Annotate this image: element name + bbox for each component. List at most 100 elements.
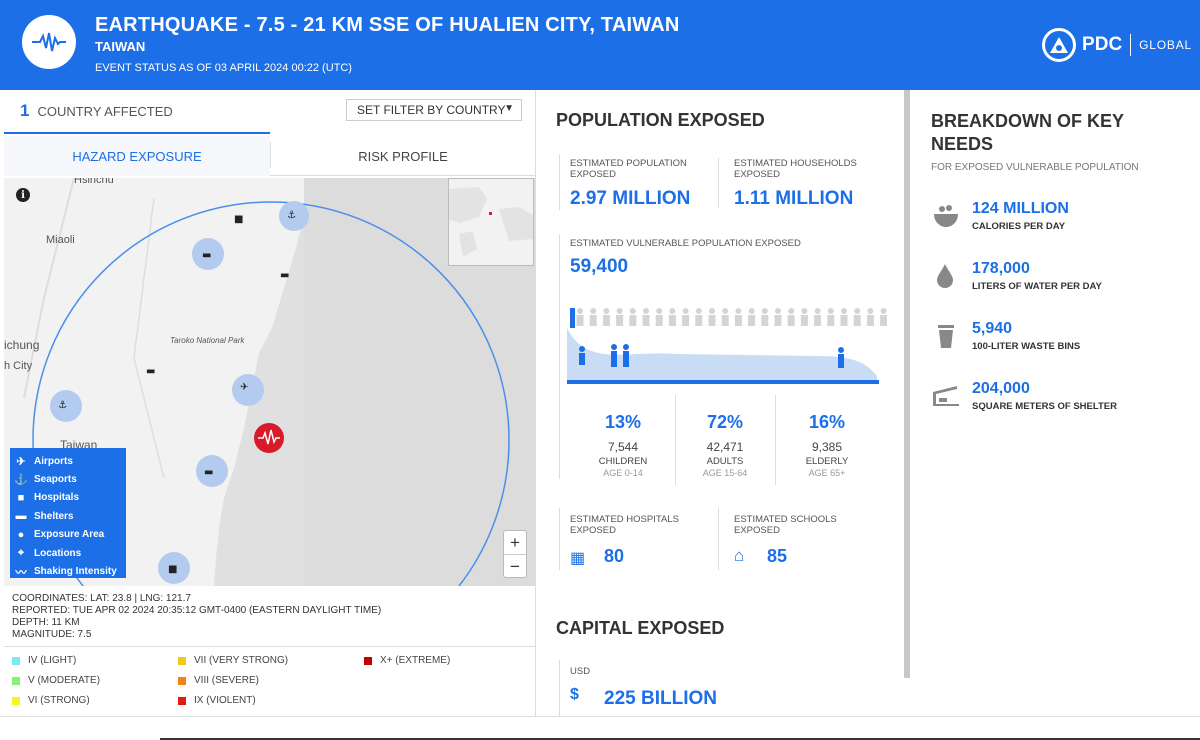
event-details: COORDINATES: LAT: 23.8 | LNG: 121.7 REPO… (12, 593, 381, 641)
event-depth: DEPTH: 11 KM (12, 617, 80, 628)
exposure-area-ring (32, 201, 510, 586)
swatch-x (364, 656, 372, 665)
capital-currency: USD (570, 666, 591, 677)
need-shelter: 204,000 SQUARE METERS OF SHELTER (931, 380, 1191, 420)
stat-divider (718, 158, 719, 208)
swatch-iv (12, 656, 20, 665)
country-count: 1 (20, 101, 30, 120)
tab-hazard-exposure[interactable]: HAZARD EXPOSURE (4, 136, 270, 176)
legend-shaking-intensity[interactable]: 〰 Shaking Intensity (14, 562, 122, 580)
legend-hospitals[interactable]: ■ Hospitals (14, 489, 122, 507)
svg-text:✈: ✈ (240, 382, 248, 393)
chevron-down-icon: ▼ (504, 103, 514, 114)
legend-seaports[interactable]: ⚓ Seaports (14, 474, 77, 487)
countries-affected-tab[interactable]: 1 COUNTRY AFFECTED (4, 90, 270, 134)
hospitals-value: 80 (604, 546, 625, 566)
water-drop-icon (937, 264, 953, 288)
tab-risk-profile[interactable]: RISK PROFILE (358, 148, 448, 164)
elderly-age: AGE 65+ (808, 468, 846, 478)
adults-age: AGE 15-64 (702, 468, 748, 478)
shaking-intensity-icon: 〰 (15, 566, 27, 579)
svg-text:■: ■ (234, 214, 243, 225)
zoom-out-button[interactable]: − (510, 556, 520, 576)
overview-minimap[interactable] (448, 178, 534, 266)
event-country: TAIWAN (95, 39, 146, 54)
map-label-hsinchu: Hsinchu (74, 178, 114, 186)
capital-divider (559, 660, 560, 716)
est-population-label: ESTIMATED POPULATION EXPOSED (570, 158, 687, 180)
school-icon: ⌂ (734, 546, 745, 565)
need-waste-bins: 5,940 100-LITER WASTE BINS (931, 320, 1191, 360)
schools-label: ESTIMATED SCHOOLS EXPOSED (734, 514, 837, 536)
swatch-vi (12, 696, 20, 705)
est-population-value: 2.97 MILLION (570, 188, 691, 209)
hazard-map[interactable]: ▬ ⚓ ✈ ⚓ ▬ ■ ■ ▬ ▬ i Hsinch (4, 178, 536, 586)
page-bottom (0, 716, 1200, 740)
tab-divider (270, 142, 271, 168)
hazard-tabs: HAZARD EXPOSURE RISK PROFILE (4, 136, 536, 176)
hospitals-label: ESTIMATED HOSPITALS EXPOSED (570, 514, 679, 536)
swatch-vii (178, 656, 186, 665)
key-needs-title: BREAKDOWN OF KEY NEEDS (931, 111, 1124, 154)
population-panel: POPULATION EXPOSED ESTIMATED POPULATION … (537, 90, 904, 716)
seismograph-icon (32, 32, 66, 52)
event-title: EARTHQUAKE - 7.5 - 21 KM SSE OF HUALIEN … (95, 14, 680, 36)
map-label-taichung: ichung (4, 338, 40, 352)
children-label: CHILDREN (598, 456, 648, 467)
adults-count: 42,471 (706, 440, 744, 454)
capital-value: 225 BILLION (604, 688, 717, 709)
intensity-vii: VII (VERY STRONG) (178, 655, 288, 666)
zoom-divider (504, 554, 526, 555)
legend-locations[interactable]: ⌖ Locations (14, 544, 122, 562)
pdc-logo[interactable]: PDC GLOBAL (1042, 28, 1192, 62)
brand-divider (1130, 34, 1132, 56)
adults-label: ADULTS (706, 456, 744, 467)
need-water-value: 178,000 (972, 260, 1030, 277)
group-divider-1 (675, 395, 676, 485)
legend-airports[interactable]: ✈ Airports (14, 452, 122, 470)
elderly-pct: 16% (808, 412, 846, 432)
adults-pct: 72% (706, 412, 744, 432)
stat-divider-left (559, 154, 560, 210)
map-label-taroko: Taroko National Park (170, 336, 245, 345)
legend-shelters[interactable]: ▬ Shelters (15, 510, 74, 523)
panel-scrollbar[interactable] (904, 90, 910, 678)
map-info-icon[interactable]: i (16, 188, 30, 202)
facility-markers (50, 201, 309, 584)
event-status: EVENT STATUS AS OF 03 APRIL 2024 00:22 (… (95, 62, 352, 74)
trash-bin-icon (938, 325, 954, 348)
school-divider (718, 508, 719, 570)
shelter-icon: ▬ (15, 510, 27, 523)
zoom-in-button[interactable]: + (510, 532, 520, 552)
svg-text:▬: ▬ (204, 467, 213, 478)
swatch-viii (178, 676, 186, 685)
intensity-v: V (MODERATE) (12, 675, 100, 686)
svg-text:▬: ▬ (146, 366, 155, 377)
intensity-viii: VIII (SEVERE) (178, 675, 259, 686)
swatch-v (12, 676, 20, 685)
country-row: 1 COUNTRY AFFECTED SET FILTER BY COUNTRY… (4, 90, 536, 134)
money-icon: $ (570, 686, 579, 703)
event-reported: REPORTED: TUE APR 02 2024 20:35:12 GMT-0… (12, 605, 382, 616)
need-waste-bins-label: 100-LITER WASTE BINS (972, 341, 1081, 352)
svg-text:▬: ▬ (280, 270, 289, 281)
event-type-badge (22, 15, 76, 69)
pdc-brand: PDC (1082, 34, 1123, 55)
food-bowl-icon (934, 205, 958, 227)
country-filter-select[interactable]: SET FILTER BY COUNTRY ▼ (346, 99, 522, 121)
svg-text:▬: ▬ (202, 250, 211, 261)
need-shelter-value: 204,000 (972, 380, 1030, 397)
intensity-ix: IX (VIOLENT) (178, 695, 256, 706)
need-waste-bins-value: 5,940 (972, 320, 1013, 337)
swatch-ix (178, 696, 186, 705)
country-filter-label: SET FILTER BY COUNTRY (357, 103, 506, 117)
country-affected-label: COUNTRY AFFECTED (37, 103, 173, 119)
map-label-miaoli: Miaoli (46, 234, 75, 246)
svg-text:■: ■ (168, 564, 177, 575)
need-water-label: LITERS OF WATER PER DAY (972, 281, 1102, 292)
elderly-count: 9,385 (811, 440, 843, 454)
map-label-city: h City (4, 360, 33, 372)
legend-exposure-area[interactable]: ● Exposure Area (14, 526, 122, 544)
location-icon: ⌖ (17, 546, 25, 559)
exposure-area-icon: ● (17, 528, 25, 541)
